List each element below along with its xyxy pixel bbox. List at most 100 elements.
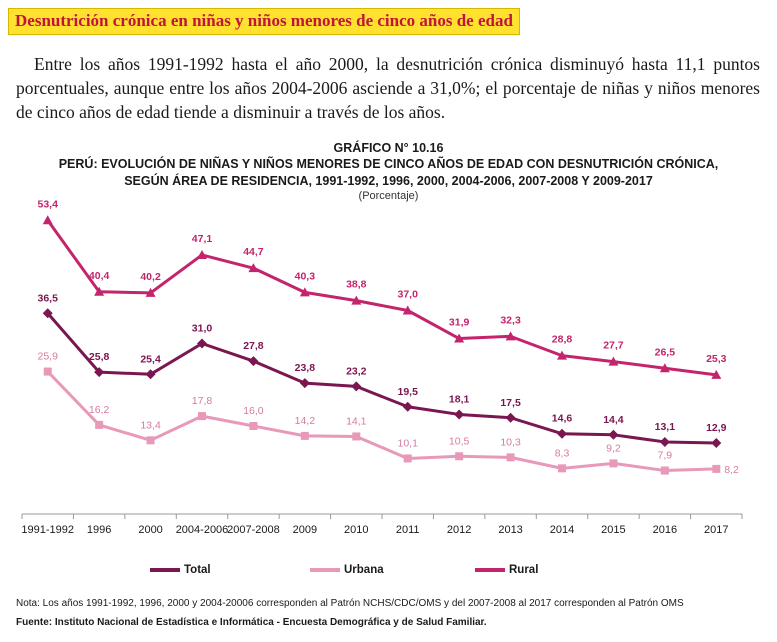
data-label-total: 23,2: [346, 365, 367, 377]
data-label-total: 25,8: [89, 351, 110, 363]
point-rural: [248, 263, 259, 273]
point-rural: [402, 305, 413, 315]
section-heading: Desnutrición crónica en niñas y niños me…: [8, 8, 520, 35]
x-tick-label: 2012: [447, 524, 471, 536]
point-rural: [659, 363, 670, 373]
point-rural: [351, 295, 362, 305]
point-total: [42, 308, 53, 319]
point-rural: [299, 287, 310, 297]
data-label-urbana: 17,8: [192, 395, 213, 407]
point-total: [505, 412, 516, 423]
legend-item-urbana: Urbana: [310, 564, 384, 576]
point-total: [454, 409, 465, 420]
data-label-total: 12,9: [706, 422, 727, 434]
data-label-rural: 40,3: [295, 270, 316, 282]
data-label-rural: 53,4: [37, 198, 58, 210]
data-label-rural: 28,8: [552, 334, 573, 346]
point-total: [557, 428, 567, 439]
point-rural: [42, 215, 53, 225]
point-urbana: [455, 452, 464, 461]
point-rural: [454, 333, 465, 343]
data-label-urbana: 14,1: [346, 415, 367, 427]
point-total: [608, 429, 619, 440]
point-urbana: [558, 464, 566, 473]
data-label-total: 18,1: [449, 393, 470, 405]
point-urbana: [95, 420, 104, 429]
chart-title-number: GRÁFICO N° 10.16: [333, 141, 444, 155]
series-line-total: [46, 312, 717, 445]
point-rural: [557, 350, 567, 360]
intro-paragraph: Entre los años 1991-1992 hasta el año 20…: [16, 54, 760, 122]
chart-title-line2: SEGÚN ÁREA DE RESIDENCIA, 1991-1992, 199…: [124, 174, 653, 188]
x-tick-label: 2007-2008: [227, 524, 280, 536]
data-label-rural: 31,9: [449, 317, 470, 329]
point-total: [351, 381, 362, 392]
data-label-total: 14,6: [552, 413, 573, 425]
point-total: [299, 378, 310, 389]
legend-total-swatch: [150, 568, 180, 572]
data-label-total: 17,5: [500, 397, 521, 409]
point-urbana: [198, 412, 206, 421]
data-label-urbana: 13,4: [140, 419, 161, 431]
data-label-urbana: 7,9: [658, 450, 673, 462]
data-label-total: 23,8: [295, 362, 316, 374]
point-rural: [505, 331, 516, 341]
data-label-urbana: 14,2: [295, 415, 316, 427]
data-label-urbana: 8,3: [555, 447, 570, 459]
data-label-urbana: 25,9: [37, 351, 58, 363]
data-label-rural: 27,7: [603, 340, 624, 352]
point-total: [659, 436, 670, 447]
data-label-urbana: 8,2: [724, 464, 739, 476]
point-rural: [145, 287, 156, 297]
data-label-rural: 47,1: [192, 233, 213, 245]
data-label-total: 19,5: [397, 386, 418, 398]
x-tick-label: 2009: [293, 524, 317, 536]
point-rural: [197, 249, 207, 259]
point-total: [145, 369, 156, 380]
x-tick-label: 2015: [601, 524, 625, 536]
point-total: [402, 401, 413, 412]
x-tick-label: 2004-2006: [176, 524, 229, 536]
data-label-total: 36,5: [37, 292, 58, 304]
series-line-urbana: [46, 370, 717, 473]
x-tick-label: 2013: [498, 524, 522, 536]
data-label-rural: 40,4: [89, 270, 110, 282]
x-tick-label: 2014: [550, 524, 574, 536]
legend-urbana-label: Urbana: [344, 564, 384, 576]
point-urbana: [712, 464, 721, 473]
x-tick-label: 2017: [704, 524, 728, 536]
data-label-rural: 26,5: [655, 346, 676, 358]
point-urbana: [403, 454, 412, 463]
data-label-total: 25,4: [140, 353, 161, 365]
x-tick-label: 1991-1992: [21, 524, 74, 536]
legend-item-total: Total: [150, 564, 211, 576]
point-urbana: [506, 453, 515, 462]
x-tick-label: 2010: [344, 524, 368, 536]
point-total: [248, 356, 259, 367]
x-tick-label: 2016: [653, 524, 677, 536]
data-label-urbana: 10,1: [397, 437, 418, 449]
point-urbana: [43, 367, 52, 376]
legend-total-label: Total: [184, 564, 211, 576]
point-rural: [608, 356, 619, 366]
point-urbana: [146, 436, 155, 445]
chart-source: Fuente: Instituto Nacional de Estadístic…: [16, 617, 487, 628]
point-rural: [711, 369, 722, 379]
x-tick-label: 2000: [138, 524, 162, 536]
data-label-total: 27,8: [243, 340, 264, 352]
data-label-urbana: 16,0: [243, 405, 264, 417]
data-label-rural: 37,0: [397, 289, 418, 301]
chart-title-line1: PERÚ: EVOLUCIÓN DE NIÑAS Y NIÑOS MENORES…: [58, 157, 719, 171]
legend-urbana-swatch: [310, 568, 340, 572]
data-label-total: 14,4: [603, 414, 624, 426]
data-label-urbana: 9,2: [606, 442, 621, 454]
point-urbana: [352, 432, 361, 441]
data-label-total: 31,0: [192, 323, 213, 335]
series-line-rural: [46, 219, 717, 377]
data-label-rural: 25,3: [706, 353, 727, 365]
point-urbana: [609, 459, 618, 468]
chart-note: Nota: Los años 1991-1992, 1996, 2000 y 2…: [16, 598, 684, 609]
data-label-rural: 44,7: [243, 246, 264, 258]
data-label-rural: 32,3: [500, 314, 521, 326]
